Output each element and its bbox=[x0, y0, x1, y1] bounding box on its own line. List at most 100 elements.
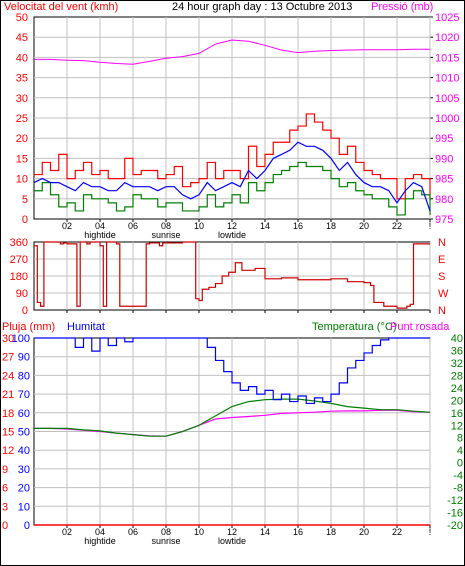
compass-tick-label: N bbox=[438, 305, 446, 317]
rain-axis-title: Pluja (mm) bbox=[2, 321, 55, 333]
x-annotation-label: lowtide bbox=[218, 230, 246, 240]
x-tick-label: 20 bbox=[359, 527, 369, 537]
pressure-y-tick-label: 975 bbox=[435, 214, 453, 226]
direction-line bbox=[34, 241, 430, 309]
rain-y-tick-label: 27 bbox=[2, 352, 14, 364]
compass-tick-label: E bbox=[438, 254, 445, 266]
wind-y-tick-label: 30 bbox=[16, 93, 28, 105]
rain-y-tick-label: 30 bbox=[2, 333, 14, 345]
x-tick-label: 04 bbox=[95, 527, 105, 537]
x-tick-label: 06 bbox=[128, 221, 138, 231]
wind-y-tick-label: 50 bbox=[16, 12, 28, 24]
x-tick-label: 20 bbox=[359, 221, 369, 231]
pressure-y-tick-label: 1000 bbox=[435, 113, 459, 125]
direction-y-tick-label: 360 bbox=[10, 237, 28, 249]
x-tick-label: 10 bbox=[194, 221, 204, 231]
temperature-y-tick-label: 16 bbox=[451, 408, 463, 420]
humidity-axis-title: Humitat bbox=[67, 321, 105, 333]
wind-y-tick-label: 20 bbox=[16, 133, 28, 145]
pressure-y-tick-label: 985 bbox=[435, 174, 453, 186]
direction-y-tick-label: 90 bbox=[16, 288, 28, 300]
x-tick-label: 22 bbox=[392, 221, 402, 231]
temperature-y-tick-label: 8 bbox=[457, 433, 463, 445]
temperature-y-tick-label: -16 bbox=[447, 508, 463, 520]
rain-y-tick-label: 3 bbox=[2, 501, 8, 513]
x-tick-label: 22 bbox=[392, 527, 402, 537]
pressure-y-tick-label: 1010 bbox=[435, 73, 459, 85]
compass-tick-label: N bbox=[438, 237, 446, 249]
x-tick-label: 10 bbox=[194, 527, 204, 537]
humidity-y-tick-label: 0 bbox=[24, 520, 30, 532]
x-tick-label: 08 bbox=[161, 527, 171, 537]
pressure-y-tick-label: 1005 bbox=[435, 93, 459, 105]
pressure-y-tick-label: 1025 bbox=[435, 12, 459, 24]
temperature-y-tick-label: 40 bbox=[451, 333, 463, 345]
x-tick-label: 16 bbox=[293, 221, 303, 231]
pressure-y-tick-label: 980 bbox=[435, 194, 453, 206]
rain-y-tick-label: 0 bbox=[2, 520, 8, 532]
temperature-y-tick-label: 20 bbox=[451, 395, 463, 407]
humidity-y-tick-label: 60 bbox=[18, 408, 30, 420]
x-annotation-label: hightide bbox=[84, 536, 116, 546]
humidity-line bbox=[34, 337, 430, 405]
humidity-y-tick-label: 40 bbox=[18, 445, 30, 457]
x-tick-label: 02 bbox=[62, 527, 72, 537]
x-tick-label: 04 bbox=[95, 221, 105, 231]
x-tick-label: 08 bbox=[161, 221, 171, 231]
wind-y-tick-label: 10 bbox=[16, 174, 28, 186]
wind-y-tick-label: 5 bbox=[22, 194, 28, 206]
humidity-y-tick-label: 20 bbox=[18, 483, 30, 495]
pressure-axis-title: Pressió (mb) bbox=[371, 1, 433, 13]
humidity-y-tick-label: 80 bbox=[18, 370, 30, 382]
dewpoint-axis-title: Punt rosada bbox=[390, 321, 450, 333]
wind-y-tick-label: 40 bbox=[16, 52, 28, 64]
temperature-axis-title: Temperatura (°C) bbox=[312, 321, 396, 333]
wind-y-tick-label: 0 bbox=[22, 214, 28, 226]
pressure-line bbox=[34, 39, 430, 65]
x-tick-label: 18 bbox=[326, 527, 336, 537]
wind-y-tick-label: 35 bbox=[16, 73, 28, 85]
x-tick-label: 14 bbox=[260, 527, 270, 537]
temperature-y-tick-label: -12 bbox=[447, 495, 463, 507]
temperature-y-tick-label: -20 bbox=[447, 520, 463, 532]
temperature-y-tick-label: -8 bbox=[453, 483, 463, 495]
x-tick-label: 16 bbox=[293, 527, 303, 537]
x-annotation-label: lowtide bbox=[218, 536, 246, 546]
temperature-y-tick-label: 4 bbox=[457, 445, 463, 457]
temperature-y-tick-label: 36 bbox=[451, 345, 463, 357]
gust-line bbox=[34, 113, 431, 200]
pressure-y-tick-label: 1015 bbox=[435, 52, 459, 64]
temperature-y-tick-label: 12 bbox=[451, 420, 463, 432]
humidity-y-tick-label: 70 bbox=[18, 389, 30, 401]
temperature-line bbox=[34, 398, 431, 437]
temperature-y-tick-label: -4 bbox=[453, 470, 463, 482]
x-tick-label: 12 bbox=[227, 221, 237, 231]
rain-y-tick-label: 18 bbox=[2, 408, 14, 420]
temperature-y-tick-label: 0 bbox=[457, 458, 463, 470]
humidity-y-tick-label: 30 bbox=[18, 464, 30, 476]
rain-y-tick-label: 9 bbox=[2, 464, 8, 476]
direction-y-tick-label: 180 bbox=[10, 271, 28, 283]
temperature-y-tick-label: 32 bbox=[451, 358, 463, 370]
x-tick-label: 02 bbox=[62, 221, 72, 231]
humidity-y-tick-label: 100 bbox=[12, 333, 30, 345]
wind-y-tick-label: 25 bbox=[16, 113, 28, 125]
x-annotation-label: sunrise bbox=[151, 536, 180, 546]
compass-tick-label: S bbox=[438, 271, 445, 283]
x-annotation-label: sunrise bbox=[151, 230, 180, 240]
humidity-y-tick-label: 10 bbox=[18, 501, 30, 513]
pressure-y-tick-label: 990 bbox=[435, 153, 453, 165]
compass-tick-label: W bbox=[438, 288, 449, 300]
rain-y-tick-label: 21 bbox=[2, 389, 14, 401]
pressure-y-tick-label: 1020 bbox=[435, 32, 459, 44]
rain-y-tick-label: 24 bbox=[2, 370, 14, 382]
x-tick-label: 12 bbox=[227, 527, 237, 537]
wind-y-tick-label: 45 bbox=[16, 32, 28, 44]
rain-y-tick-label: 12 bbox=[2, 445, 14, 457]
wind-axis-title: Velocitat del vent (kmh) bbox=[4, 1, 118, 13]
x-tick-label: ! bbox=[429, 221, 432, 231]
pressure-y-tick-label: 995 bbox=[435, 133, 453, 145]
humidity-y-tick-label: 90 bbox=[18, 352, 30, 364]
chart-title: 24 hour graph day : 13 Octubre 2013 bbox=[172, 1, 352, 13]
